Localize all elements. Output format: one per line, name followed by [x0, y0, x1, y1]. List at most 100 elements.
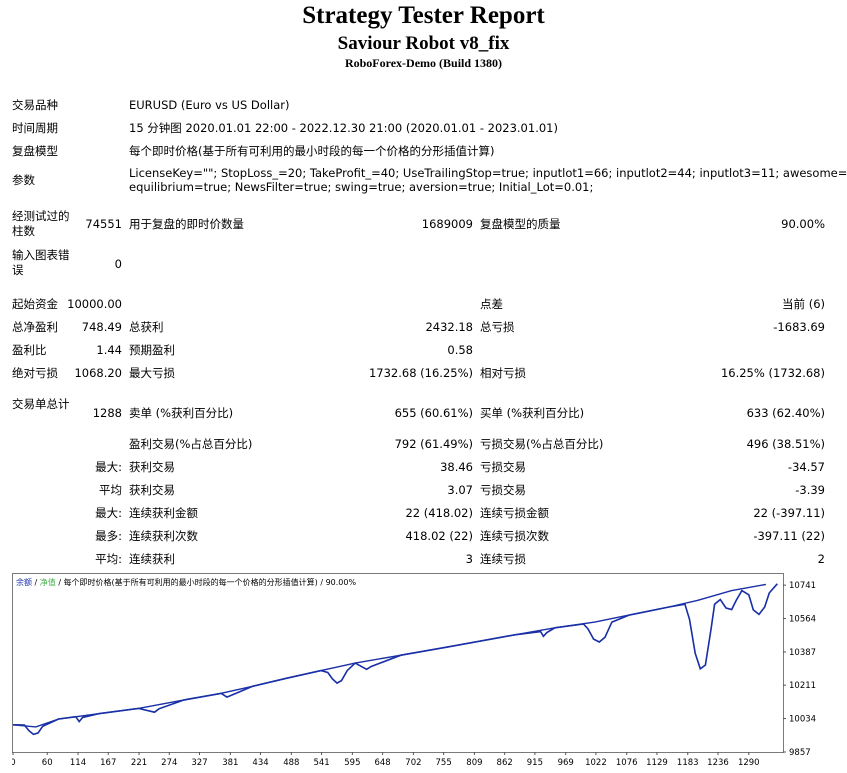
- y-tick-label: 10211: [789, 681, 816, 691]
- average-profit-value: 3.07: [447, 483, 473, 497]
- largest-loss-label: 亏损交易: [480, 460, 526, 474]
- short-trades-value: 655 (60.61%): [394, 406, 473, 420]
- relative-drawdown-label: 相对亏损: [480, 366, 526, 380]
- max-consecutive-wins-value: 22 (418.02): [405, 506, 473, 520]
- gross-profit-value: 2432.18: [425, 320, 473, 334]
- total-trades-value: 1288: [92, 406, 122, 420]
- period-value: 15 分钟图 2020.01.01 22:00 - 2022.12.30 21:…: [129, 121, 558, 135]
- server-build: RoboForex-Demo (Build 1380): [344, 56, 503, 70]
- losing-trades-value: 496 (38.51%): [746, 437, 825, 451]
- x-tick-label: 0: [12, 758, 16, 768]
- largest-profit-label: 获利交易: [129, 460, 175, 474]
- model-label: 复盘模型: [12, 144, 58, 158]
- avg-consecutive-losses-label: 连续亏损: [480, 552, 526, 566]
- avg-consecutive-prefix: 平均:: [95, 552, 122, 566]
- long-trades-label: 买单 (%获利百分比): [480, 406, 585, 420]
- errors-value: 0: [114, 257, 122, 271]
- x-tick-label: 915: [527, 758, 543, 768]
- winning-trades-label: 盈利交易(%占总百分比): [129, 437, 253, 451]
- profit-factor-label: 盈利比: [12, 343, 47, 357]
- legend-description: / 每个即时价格(基于所有可利用的最小时段的每一个价格的分形插值计算) / 90…: [56, 577, 357, 587]
- quality-value: 90.00%: [781, 217, 825, 231]
- average-profit-label: 获利交易: [129, 483, 175, 497]
- balance-chart: 余额 / 净值 / 每个即时价格(基于所有可利用的最小时段的每一个价格的分形插值…: [12, 573, 816, 768]
- legend-sep: /: [32, 578, 40, 587]
- average-loss-label: 亏损交易: [480, 483, 526, 497]
- profit-factor-value: 1.44: [96, 343, 122, 357]
- robot-name: Saviour Robot v8_fix: [337, 33, 510, 54]
- long-trades-value: 633 (62.40%): [746, 406, 825, 420]
- symbol-value: EURUSD (Euro vs US Dollar): [129, 98, 290, 112]
- x-tick-label: 60: [42, 758, 53, 768]
- deposit-value: 10000.00: [67, 297, 122, 311]
- y-tick-label: 9857: [789, 748, 811, 758]
- relative-drawdown-value: 16.25% (1732.68): [720, 366, 825, 380]
- equity-trace-line: [12, 583, 778, 736]
- params-label: 参数: [12, 173, 35, 187]
- largest-loss-value: -34.57: [787, 460, 825, 474]
- x-tick-label: 595: [344, 758, 360, 768]
- average-prefix: 平均: [99, 483, 122, 497]
- y-tick-label: 10741: [789, 581, 816, 591]
- symbol-label: 交易品种: [12, 98, 58, 112]
- bars-value: 74551: [85, 217, 122, 231]
- x-tick-label: 274: [161, 758, 177, 768]
- x-tick-label: 1183: [677, 758, 699, 768]
- maximal-consecutive-profit-value: 418.02 (22): [405, 529, 473, 543]
- gross-loss-value: -1683.69: [773, 320, 825, 334]
- spread-label: 点差: [480, 297, 503, 311]
- x-tick-label: 488: [283, 758, 299, 768]
- losing-trades-label: 亏损交易(%占总百分比): [480, 437, 604, 451]
- params-line-2: equilibrium=true; NewsFilter=true; swing…: [129, 180, 594, 194]
- x-tick-label: 381: [222, 758, 238, 768]
- y-tick-label: 10387: [789, 648, 816, 658]
- plot-frame: [12, 573, 784, 753]
- max-consecutive-prefix: 最大:: [95, 506, 122, 520]
- params-line-1: LicenseKey=""; StopLoss_=20; TakeProfit_…: [129, 166, 847, 180]
- max-consecutive-losses-label: 连续亏损金额: [480, 506, 549, 520]
- legend-balance: 余额: [16, 577, 32, 587]
- net-profit-label: 总净盈利: [12, 320, 58, 334]
- avg-consecutive-losses-value: 2: [817, 552, 825, 566]
- x-tick-label: 541: [313, 758, 329, 768]
- x-tick-label: 1290: [738, 758, 760, 768]
- maximal-consecutive-profit-label: 连续获利次数: [129, 529, 198, 543]
- x-tick-label: 434: [252, 758, 268, 768]
- largest-prefix: 最大:: [95, 460, 122, 474]
- maximal-consecutive-loss-label: 连续亏损次数: [480, 529, 549, 543]
- absolute-drawdown-value: 1068.20: [74, 366, 122, 380]
- absolute-drawdown-label: 绝对亏损: [12, 366, 58, 380]
- spread-value: 当前 (6): [782, 297, 825, 311]
- deposit-label: 起始资金: [12, 297, 58, 311]
- expected-payoff-value: 0.58: [447, 343, 473, 357]
- legend-equity: 净值: [40, 577, 56, 587]
- x-tick-label: 648: [374, 758, 390, 768]
- gross-profit-label: 总获利: [129, 320, 164, 334]
- errors-label: 输入图表错误: [12, 248, 70, 277]
- x-tick-label: 167: [100, 758, 116, 768]
- average-loss-value: -3.39: [795, 483, 825, 497]
- x-tick-label: 1236: [707, 758, 729, 768]
- gross-loss-label: 总亏损: [480, 320, 515, 334]
- short-trades-label: 卖单 (%获利百分比): [129, 406, 234, 420]
- net-profit-value: 748.49: [81, 320, 122, 334]
- total-trades-label: 交易单总计: [12, 397, 70, 411]
- x-tick-label: 969: [558, 758, 574, 768]
- maximal-prefix: 最多:: [95, 529, 122, 543]
- x-tick-label: 755: [436, 758, 452, 768]
- max-consecutive-losses-value: 22 (-397.11): [753, 506, 825, 520]
- period-label: 时间周期: [12, 121, 58, 135]
- max-drawdown-value: 1732.68 (16.25%): [368, 366, 473, 380]
- model-value: 每个即时价格(基于所有可利用的最小时段的每一个价格的分形插值计算): [129, 144, 495, 158]
- avg-consecutive-wins-label: 连续获利: [129, 552, 175, 566]
- ticks-label: 用于复盘的即时价数量: [129, 217, 244, 231]
- x-tick-label: 1129: [646, 758, 668, 768]
- x-tick-label: 702: [405, 758, 421, 768]
- avg-consecutive-wins-value: 3: [465, 552, 473, 566]
- x-tick-label: 862: [497, 758, 513, 768]
- x-tick-label: 114: [70, 758, 86, 768]
- bars-label: 经测试过的柱数: [12, 209, 70, 238]
- x-tick-label: 809: [466, 758, 482, 768]
- x-tick-label: 1076: [616, 758, 638, 768]
- ticks-value: 1689009: [421, 217, 473, 231]
